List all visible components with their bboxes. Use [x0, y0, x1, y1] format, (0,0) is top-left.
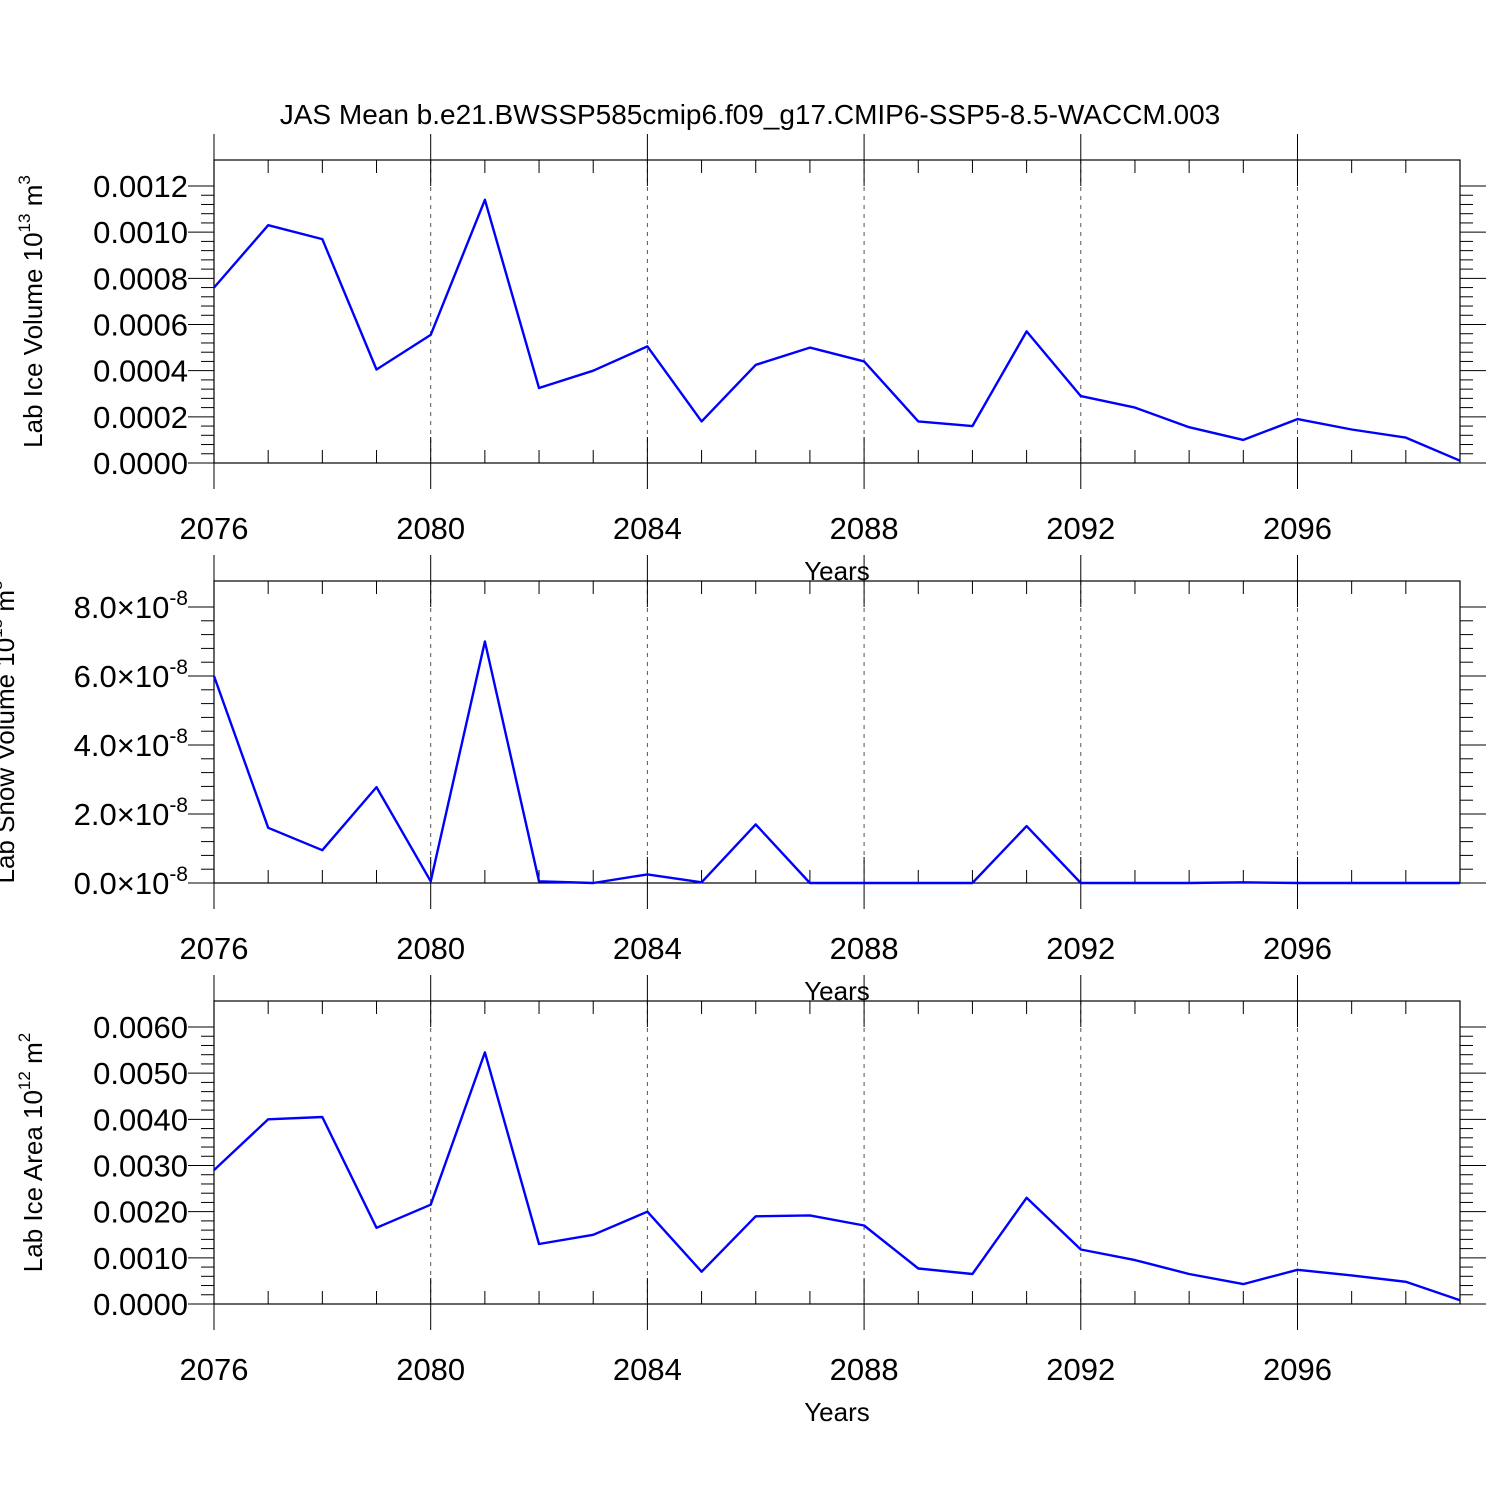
series-line — [213, 1051, 1461, 1302]
y-axis-label: Lab Ice Area 1012 m2 — [15, 1033, 48, 1272]
x-tick-label: 2084 — [613, 1352, 682, 1387]
y-tick-label: 0.0040 — [93, 1102, 188, 1137]
y-tick-label: 0.0006 — [93, 308, 188, 343]
plot-frame — [213, 159, 1461, 464]
series-line — [212, 640, 1460, 885]
x-tick-label: 2096 — [1263, 511, 1332, 546]
x-tick-label: 2092 — [1046, 1352, 1115, 1387]
y-tick-label: 0.0020 — [93, 1195, 188, 1230]
y-tick-label: 0.0010 — [93, 215, 188, 250]
y-tick-label: 0.0012 — [93, 169, 188, 204]
y-tick-label: 2.0×10-8 — [74, 794, 188, 832]
y-tick-label: 0.0×10-8 — [74, 863, 188, 901]
panel-ice-area: 0.0000 0.0010 0.0020 0.0030 0.0040 0.0050 0.00… — [15, 975, 1486, 1427]
y-tick-label: 0.0060 — [93, 1010, 188, 1045]
x-tick-label: 2096 — [1263, 931, 1332, 966]
x-tick-label: 2092 — [1046, 931, 1115, 966]
y-tick-label: 0.0030 — [93, 1149, 188, 1184]
panel-ice-volume: 0.0000 0.0002 0.0004 0.0006 0.0008 0.0010 0.00… — [15, 134, 1486, 586]
plot-frame — [213, 1000, 1461, 1305]
x-tick-label: 2084 — [613, 931, 682, 966]
x-tick-label: 2080 — [396, 1352, 465, 1387]
y-tick-label: 0.0008 — [93, 261, 188, 296]
x-tick-label: 2076 — [180, 931, 249, 966]
x-tick-label: 2076 — [180, 1352, 249, 1387]
y-tick-label: 6.0×10-8 — [74, 656, 188, 694]
series-line — [213, 198, 1461, 462]
figure-title: JAS Mean b.e21.BWSSP585cmip6.f09_g17.CMI… — [280, 99, 1221, 130]
y-tick-label: 0.0002 — [93, 400, 188, 435]
y-tick-label: 0.0050 — [93, 1056, 188, 1091]
y-tick-label: 0.0000 — [93, 1287, 188, 1322]
y-tick-label: 4.0×10-8 — [74, 725, 188, 763]
x-tick-label: 2096 — [1263, 1352, 1332, 1387]
y-tick-label: 0.0010 — [93, 1241, 188, 1276]
y-axis-label: Lab Ice Volume 1013 m3 — [15, 175, 48, 448]
x-tick-label: 2088 — [830, 931, 899, 966]
plot-frame — [213, 580, 1461, 884]
y-tick-label: 0.0004 — [93, 354, 188, 389]
y-tick-label: 8.0×10-8 — [74, 587, 188, 625]
y-axis-label: Lab Snow Volume 1013 m3 — [0, 580, 20, 883]
y-tick-label: 0.0000 — [93, 446, 188, 481]
x-tick-label: 2080 — [396, 511, 465, 546]
x-tick-label: 2076 — [180, 511, 249, 546]
x-tick-label: 2088 — [830, 1352, 899, 1387]
x-tick-label: 2084 — [613, 511, 682, 546]
x-tick-label: 2080 — [396, 931, 465, 966]
x-axis-label: Years — [804, 1397, 870, 1427]
panel-snow-volume: 0.0×10-8 2.0×10-8 4.0×10-8 6.0×10-8 8.0×10-8… — [0, 555, 1486, 1006]
x-tick-label: 2088 — [830, 511, 899, 546]
x-tick-label: 2092 — [1046, 511, 1115, 546]
